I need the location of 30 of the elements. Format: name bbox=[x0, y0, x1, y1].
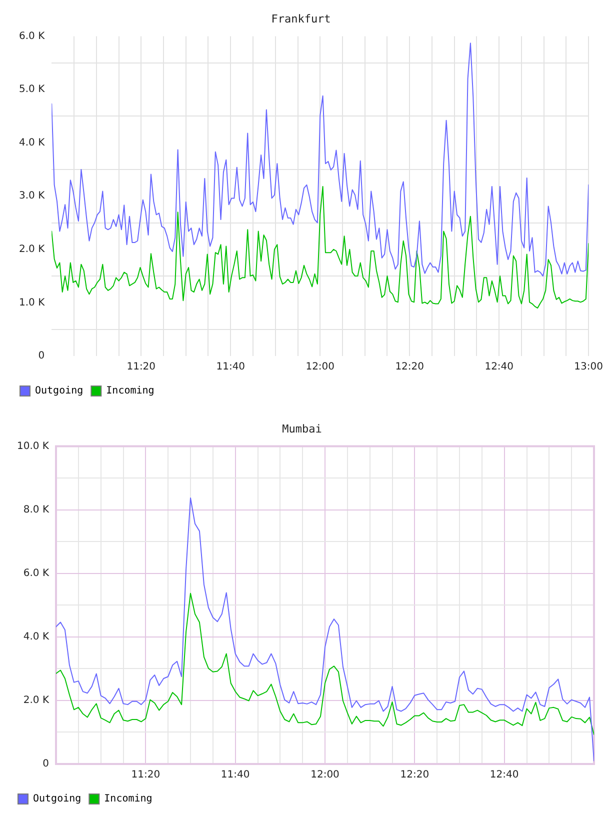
x-tick-label: 11:20 bbox=[126, 362, 156, 373]
x-tick-label: 11:40 bbox=[220, 770, 250, 781]
x-tick-label: 11:40 bbox=[216, 362, 246, 373]
y-tick-label: 10.0 K bbox=[16, 440, 50, 452]
chart-title: Mumbai bbox=[282, 422, 322, 436]
y-tick-label: 0 bbox=[42, 758, 49, 770]
x-tick-label: 12:40 bbox=[490, 770, 519, 781]
y-tick-label: 4.0 K bbox=[23, 631, 50, 642]
y-tick-label: 3.0 K bbox=[19, 190, 46, 202]
x-tick-label: 12:20 bbox=[395, 362, 424, 373]
y-tick-label: 2.0 K bbox=[23, 695, 50, 706]
y-tick-label: 1.0 K bbox=[19, 297, 46, 308]
y-tick-label: 0 bbox=[38, 350, 45, 362]
y-tick-label: 5.0 K bbox=[19, 84, 46, 96]
y-tick-label: 8.0 K bbox=[23, 504, 50, 516]
legend-label: Incoming bbox=[104, 794, 152, 805]
x-tick-label: 13:00 bbox=[574, 362, 604, 373]
y-tick-label: 6.0 K bbox=[19, 30, 46, 42]
y-tick-label: 4.0 K bbox=[19, 137, 46, 148]
x-tick-label: 12:00 bbox=[310, 770, 340, 781]
legend-label: Outgoing bbox=[33, 794, 82, 805]
chart-title: Frankfurt bbox=[271, 12, 331, 26]
legend-label: Outgoing bbox=[35, 386, 84, 397]
y-tick-label: 6.0 K bbox=[23, 568, 50, 579]
x-tick-label: 12:20 bbox=[400, 770, 430, 781]
x-tick-label: 12:00 bbox=[306, 362, 335, 373]
x-tick-label: 12:40 bbox=[484, 362, 514, 373]
x-tick-label: 11:20 bbox=[131, 770, 160, 781]
y-tick-label: 2.0 K bbox=[19, 244, 46, 255]
legend-label: Incoming bbox=[106, 386, 154, 397]
